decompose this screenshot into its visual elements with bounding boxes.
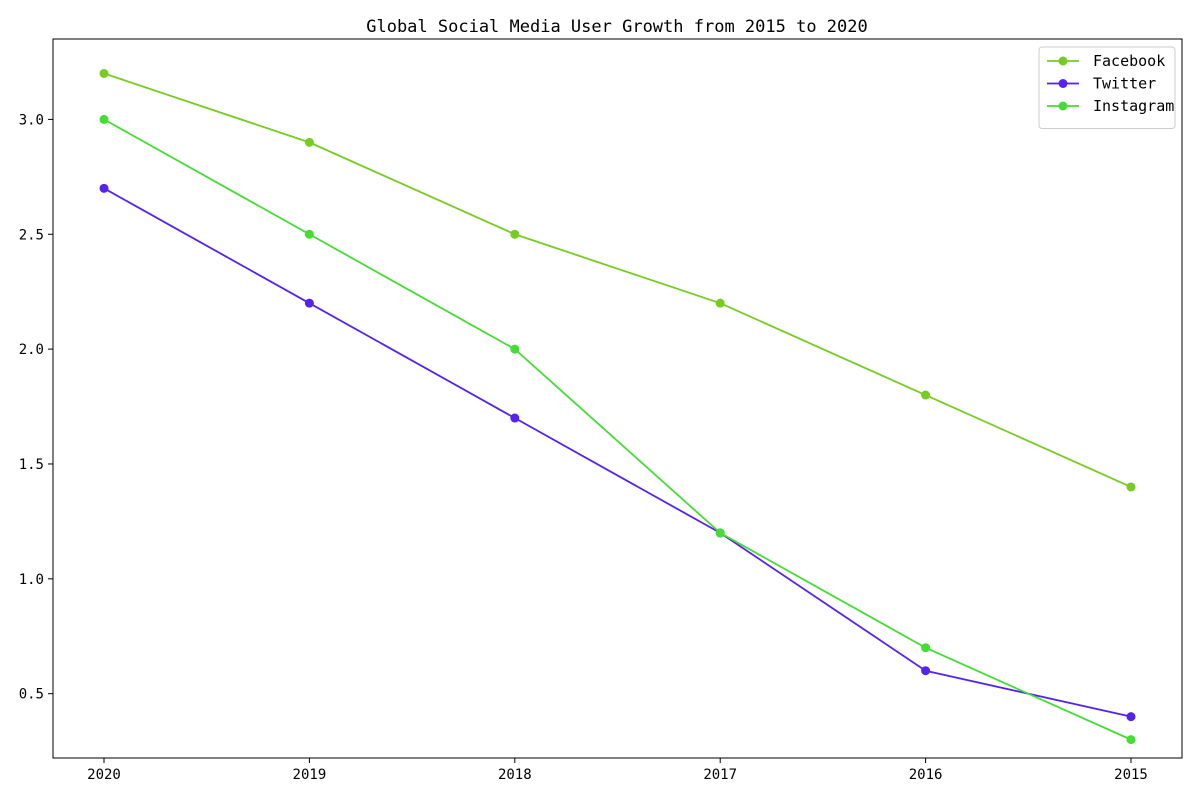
plot-area <box>52 38 1183 759</box>
data-point-instagram <box>99 114 109 124</box>
x-tick-label: 2017 <box>703 767 737 783</box>
legend-swatch-marker <box>1058 79 1068 88</box>
data-point-facebook <box>510 229 520 239</box>
data-point-twitter <box>510 413 520 423</box>
legend-label: Instagram <box>1093 97 1174 115</box>
y-tick-label: 2.5 <box>19 227 44 243</box>
data-point-twitter <box>1126 712 1136 722</box>
data-point-facebook <box>921 390 931 400</box>
y-tick-label: 1.5 <box>19 457 44 473</box>
series-layer <box>99 68 1136 745</box>
y-tick-label: 1.0 <box>19 572 44 588</box>
x-tick-label: 2015 <box>1114 767 1148 783</box>
legend-item-facebook: Facebook <box>1047 52 1165 70</box>
legend-swatch-marker <box>1058 56 1068 66</box>
legend-item-instagram: Instagram <box>1047 97 1174 115</box>
legend-label: Facebook <box>1093 52 1165 70</box>
data-point-instagram <box>510 344 520 354</box>
y-tick-label: 0.5 <box>19 687 44 703</box>
x-tick-label: 2020 <box>87 767 121 783</box>
y-tick-label: 3.0 <box>19 112 44 128</box>
legend-item-twitter: Twitter <box>1047 75 1156 93</box>
x-tick-label: 2019 <box>293 767 327 783</box>
data-point-facebook <box>304 137 314 147</box>
data-point-facebook <box>715 298 725 308</box>
series-line-facebook <box>103 72 1132 488</box>
data-point-twitter <box>304 298 314 308</box>
data-point-instagram <box>304 229 314 239</box>
legend-box <box>1038 46 1176 129</box>
series-twitter <box>99 183 1136 722</box>
series-line-twitter <box>103 187 1132 718</box>
data-point-facebook <box>99 68 109 78</box>
x-tick-label: 2018 <box>498 767 532 783</box>
chart-title: Global Social Media User Growth from 201… <box>366 17 868 37</box>
data-point-twitter <box>99 183 109 193</box>
series-facebook <box>99 68 1136 492</box>
data-point-facebook <box>1126 482 1136 492</box>
series-line-instagram <box>103 118 1132 741</box>
legend-swatch-marker <box>1058 101 1068 111</box>
data-point-twitter <box>921 666 931 676</box>
y-tick-label: 2.0 <box>19 342 44 358</box>
series-instagram <box>99 114 1136 745</box>
x-axis: 2020 2019 2018 2017 2016 2015 <box>87 758 1148 783</box>
legend: Facebook Twitter Instagram <box>1038 46 1176 129</box>
data-point-instagram <box>1126 735 1136 745</box>
legend-label: Twitter <box>1093 75 1156 93</box>
data-point-instagram <box>715 528 725 538</box>
y-axis: 0.5 1.0 1.5 2.0 2.5 3.0 <box>19 112 53 703</box>
x-tick-label: 2016 <box>909 767 943 783</box>
data-point-instagram <box>921 643 931 653</box>
